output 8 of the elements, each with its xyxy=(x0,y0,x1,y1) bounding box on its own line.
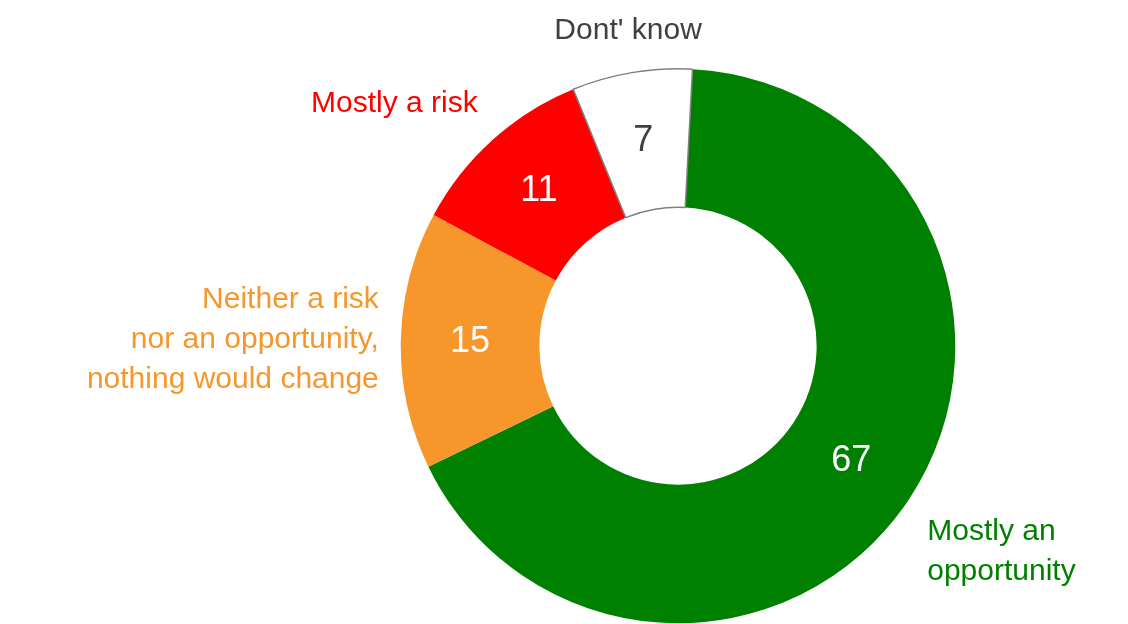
slice-label: Dont' know xyxy=(554,12,703,46)
data-label: 7 xyxy=(633,117,654,159)
slice-label: Mostly an opportunity xyxy=(927,512,1076,586)
slice-label: Neither a risk nor an opportunity, nothing would change xyxy=(86,281,380,394)
data-label: 67 xyxy=(831,437,872,479)
data-label: 15 xyxy=(450,318,491,360)
slice-label: Mostly a risk xyxy=(311,84,479,118)
data-label: 11 xyxy=(520,168,558,210)
